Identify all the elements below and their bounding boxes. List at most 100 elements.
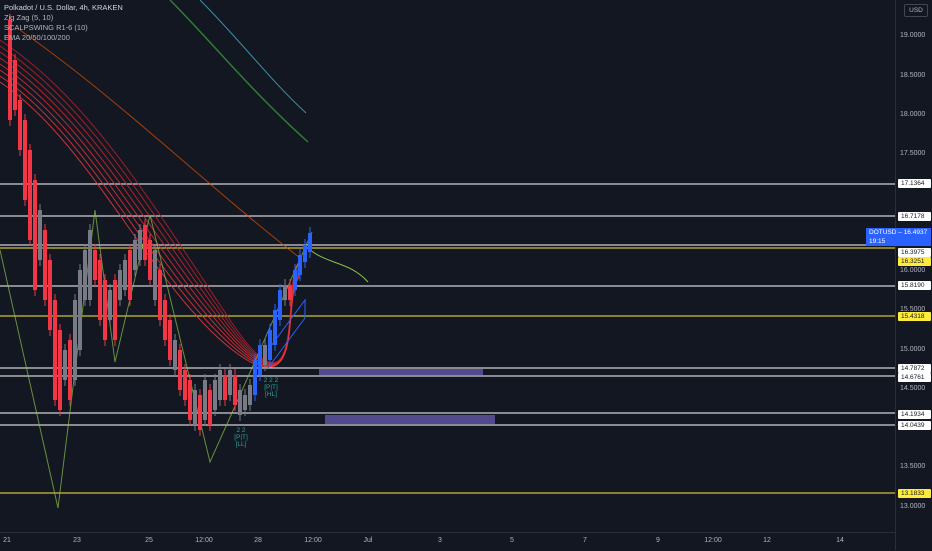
level-tag: 16.3975 xyxy=(898,248,931,257)
ema-ribbon-line xyxy=(0,81,301,368)
candle-body xyxy=(123,260,127,290)
candle-countdown: 19:15 xyxy=(869,238,886,245)
candle-body xyxy=(103,280,107,340)
level-tag: 13.1833 xyxy=(898,489,931,498)
candle-body xyxy=(223,375,227,400)
candle-body xyxy=(283,285,287,300)
chart-canvas[interactable]: Polkadot / U.S. Dollar, 4h, KRAKEN Zig Z… xyxy=(0,0,895,532)
candle-body xyxy=(23,120,27,200)
candle-body xyxy=(218,370,222,400)
time-label: 12:00 xyxy=(704,537,722,544)
currency-button[interactable]: USD xyxy=(904,4,928,17)
level-tag: 14.1934 xyxy=(898,410,931,419)
candle-body xyxy=(183,370,187,400)
candle-body xyxy=(73,300,77,380)
time-label: 3 xyxy=(438,537,442,544)
time-label: 21 xyxy=(3,537,11,544)
level-tag: 14.0439 xyxy=(898,421,931,430)
candle-body xyxy=(198,395,202,430)
candle-body xyxy=(118,270,122,300)
ema-50-line xyxy=(19,29,301,259)
candle-body xyxy=(88,230,92,300)
pivot-marker-hl: 2 2 2 [P|T] [HL] xyxy=(258,377,284,398)
time-label: 12:00 xyxy=(195,537,213,544)
time-label: 5 xyxy=(510,537,514,544)
candle-body xyxy=(173,340,177,370)
symbol-title[interactable]: Polkadot / U.S. Dollar, 4h, KRAKEN xyxy=(4,3,123,12)
level-tag: 14.7872 xyxy=(898,364,931,373)
swing-channel xyxy=(267,298,306,369)
level-tag: 15.8190 xyxy=(898,281,931,290)
price-axis[interactable]: USD 19.0000 18.5000 18.0000 17.5000 16.0… xyxy=(866,0,932,550)
indicator-scalpswing[interactable]: SCALPSWING R1-6 (10) xyxy=(4,23,88,32)
candle-body xyxy=(78,270,82,350)
pivot-marker-ll-text: 2 2 [P|T] [LL] xyxy=(234,427,248,448)
candle-body xyxy=(188,380,192,420)
candle-body xyxy=(98,260,102,320)
current-price: 16.4937 xyxy=(903,229,928,236)
pivot-marker-ll: 2 2 [P|T] [LL] xyxy=(228,427,254,448)
candle-body xyxy=(28,150,32,240)
time-label: 23 xyxy=(73,537,81,544)
candle-body xyxy=(13,60,17,110)
candle-body xyxy=(208,390,212,425)
candle-body xyxy=(203,380,207,420)
candle-body xyxy=(53,300,57,400)
candle-body xyxy=(108,290,112,320)
time-label: 14 xyxy=(836,537,844,544)
price-tick: 14.5000 xyxy=(900,385,926,392)
price-tick: 16.0000 xyxy=(900,267,926,274)
candle-body xyxy=(293,270,297,290)
level-tag: 16.7178 xyxy=(898,212,931,221)
candle-body xyxy=(258,345,262,375)
candle-body xyxy=(178,350,182,390)
candle-body xyxy=(233,375,237,405)
candle-body xyxy=(153,250,157,300)
candle-body xyxy=(148,240,152,280)
price-chart[interactable] xyxy=(0,0,895,532)
candle-body xyxy=(58,330,62,410)
candle-body xyxy=(268,330,272,360)
ema-100-line xyxy=(199,0,307,114)
level-tag: 16.3251 xyxy=(898,257,931,266)
indicator-zigzag[interactable]: Zig Zag (5, 10) xyxy=(4,13,54,22)
time-axis[interactable]: 21 23 25 12:00 28 12:00 Jul 3 5 7 9 12:0… xyxy=(0,532,895,551)
price-tick: 17.5000 xyxy=(900,150,926,157)
ema-200-line xyxy=(169,0,309,143)
candle-body xyxy=(263,345,267,365)
time-label: Jul xyxy=(363,537,373,544)
candle-body xyxy=(163,300,167,340)
candle-body xyxy=(303,245,307,262)
candle-body xyxy=(83,250,87,300)
candle-body xyxy=(18,100,22,150)
price-tick: 13.0000 xyxy=(900,503,926,510)
ema-ribbon-line xyxy=(0,57,301,365)
time-label: 12 xyxy=(763,537,771,544)
zone-box xyxy=(325,415,495,424)
candle-body xyxy=(48,260,52,330)
candle-body xyxy=(213,380,217,410)
price-tick: 18.5000 xyxy=(900,72,926,79)
candle-body xyxy=(128,250,132,300)
candle-body xyxy=(158,270,162,320)
candle-body xyxy=(248,385,252,405)
level-tag: 17.1364 xyxy=(898,179,931,188)
candle-body xyxy=(133,240,137,270)
candle-body xyxy=(33,180,37,290)
candle-body xyxy=(138,230,142,260)
time-label: 25 xyxy=(145,537,153,544)
candle-body xyxy=(93,250,97,280)
price-tick: 19.0000 xyxy=(900,32,926,39)
candle-body xyxy=(273,310,277,345)
candle-body xyxy=(43,230,47,300)
candle-body xyxy=(298,255,302,275)
candle-body xyxy=(8,20,12,120)
time-label: 7 xyxy=(583,537,587,544)
candle-body xyxy=(253,360,257,395)
indicator-ema[interactable]: EMA 20/50/100/200 xyxy=(4,33,70,42)
time-label: 12:00 xyxy=(304,537,322,544)
zone-box xyxy=(319,369,483,375)
projection-curve xyxy=(309,249,369,283)
candle-body xyxy=(143,225,147,260)
candle-body xyxy=(113,280,117,340)
